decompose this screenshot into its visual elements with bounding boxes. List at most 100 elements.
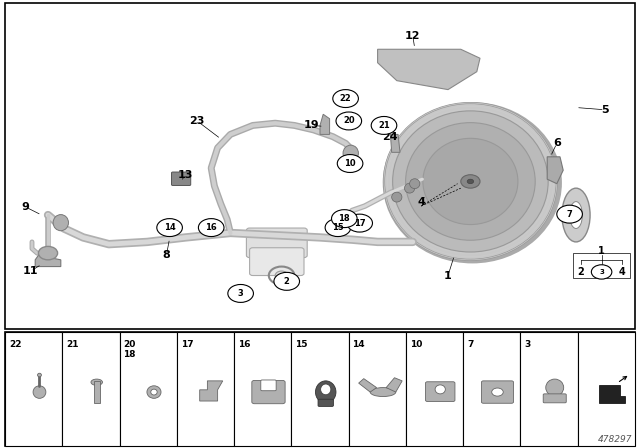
FancyBboxPatch shape: [520, 332, 578, 446]
FancyBboxPatch shape: [5, 332, 62, 446]
FancyBboxPatch shape: [5, 3, 635, 329]
Ellipse shape: [393, 111, 548, 252]
Text: 17: 17: [180, 340, 193, 349]
FancyBboxPatch shape: [252, 380, 285, 404]
Circle shape: [157, 219, 182, 237]
Polygon shape: [358, 379, 376, 392]
Text: 6: 6: [553, 138, 561, 148]
Circle shape: [332, 210, 357, 228]
Text: 5: 5: [601, 105, 609, 115]
Text: 3: 3: [524, 340, 531, 349]
FancyBboxPatch shape: [172, 172, 191, 185]
FancyBboxPatch shape: [5, 332, 635, 446]
Circle shape: [336, 112, 362, 130]
Text: 13: 13: [178, 170, 193, 180]
Ellipse shape: [423, 138, 518, 224]
Ellipse shape: [406, 123, 535, 240]
FancyBboxPatch shape: [291, 332, 349, 446]
Ellipse shape: [53, 215, 68, 231]
FancyBboxPatch shape: [463, 332, 520, 446]
Text: 22: 22: [9, 340, 22, 349]
Text: 3: 3: [599, 269, 604, 275]
Text: 4: 4: [417, 198, 425, 207]
Text: 2: 2: [578, 267, 584, 277]
Polygon shape: [386, 378, 402, 392]
Text: 2: 2: [284, 277, 290, 286]
Circle shape: [557, 205, 582, 223]
Ellipse shape: [384, 103, 557, 260]
Text: 11: 11: [23, 266, 38, 276]
Polygon shape: [35, 255, 61, 267]
Polygon shape: [599, 385, 625, 403]
FancyBboxPatch shape: [177, 332, 234, 446]
Text: 3: 3: [238, 289, 243, 298]
Ellipse shape: [562, 188, 590, 242]
Ellipse shape: [404, 183, 415, 193]
Ellipse shape: [151, 389, 157, 395]
Text: 15: 15: [332, 223, 344, 232]
Polygon shape: [200, 381, 223, 401]
Text: 21: 21: [378, 121, 390, 130]
Ellipse shape: [570, 202, 582, 228]
FancyBboxPatch shape: [318, 399, 333, 406]
Circle shape: [333, 90, 358, 108]
FancyBboxPatch shape: [234, 332, 291, 446]
FancyBboxPatch shape: [349, 332, 406, 446]
Bar: [93, 381, 100, 403]
Text: 19: 19: [304, 121, 319, 130]
FancyBboxPatch shape: [426, 382, 455, 401]
Ellipse shape: [91, 379, 102, 385]
Polygon shape: [378, 49, 480, 90]
Ellipse shape: [38, 246, 58, 260]
Text: 17: 17: [354, 219, 365, 228]
Polygon shape: [547, 157, 563, 184]
Text: 20: 20: [343, 116, 355, 125]
Circle shape: [325, 219, 351, 237]
FancyBboxPatch shape: [246, 228, 307, 258]
Text: 23: 23: [189, 116, 205, 126]
Text: 12: 12: [405, 31, 420, 41]
Ellipse shape: [410, 179, 420, 189]
Text: 21: 21: [66, 340, 79, 349]
Text: 1: 1: [598, 246, 605, 256]
Circle shape: [228, 284, 253, 302]
Text: 22: 22: [340, 94, 351, 103]
Text: 15: 15: [295, 340, 308, 349]
Text: 10: 10: [410, 340, 422, 349]
Text: 8: 8: [163, 250, 170, 260]
Circle shape: [591, 265, 612, 279]
FancyBboxPatch shape: [260, 380, 276, 391]
Circle shape: [274, 272, 300, 290]
Polygon shape: [320, 114, 330, 134]
Text: 14: 14: [164, 223, 175, 232]
Text: 7: 7: [567, 210, 572, 219]
Circle shape: [467, 179, 474, 184]
Text: 18: 18: [339, 214, 350, 223]
Ellipse shape: [546, 379, 564, 396]
FancyBboxPatch shape: [578, 332, 635, 446]
Text: 7: 7: [467, 340, 474, 349]
Ellipse shape: [383, 102, 562, 263]
Ellipse shape: [492, 388, 503, 396]
Ellipse shape: [435, 385, 445, 394]
Circle shape: [337, 155, 363, 172]
Circle shape: [461, 175, 480, 188]
Ellipse shape: [316, 381, 336, 403]
Ellipse shape: [33, 386, 46, 398]
Text: 10: 10: [344, 159, 356, 168]
Text: 14: 14: [353, 340, 365, 349]
FancyBboxPatch shape: [120, 332, 177, 446]
FancyBboxPatch shape: [543, 394, 566, 403]
Ellipse shape: [392, 192, 402, 202]
FancyBboxPatch shape: [250, 248, 304, 276]
Polygon shape: [379, 125, 389, 132]
Ellipse shape: [321, 384, 331, 395]
Text: 20
18: 20 18: [124, 340, 136, 359]
Circle shape: [198, 219, 224, 237]
Ellipse shape: [343, 145, 358, 161]
Circle shape: [371, 116, 397, 134]
Text: 4: 4: [619, 267, 625, 277]
Ellipse shape: [38, 373, 42, 377]
Text: 24: 24: [383, 132, 398, 142]
Text: 9: 9: [22, 202, 29, 212]
